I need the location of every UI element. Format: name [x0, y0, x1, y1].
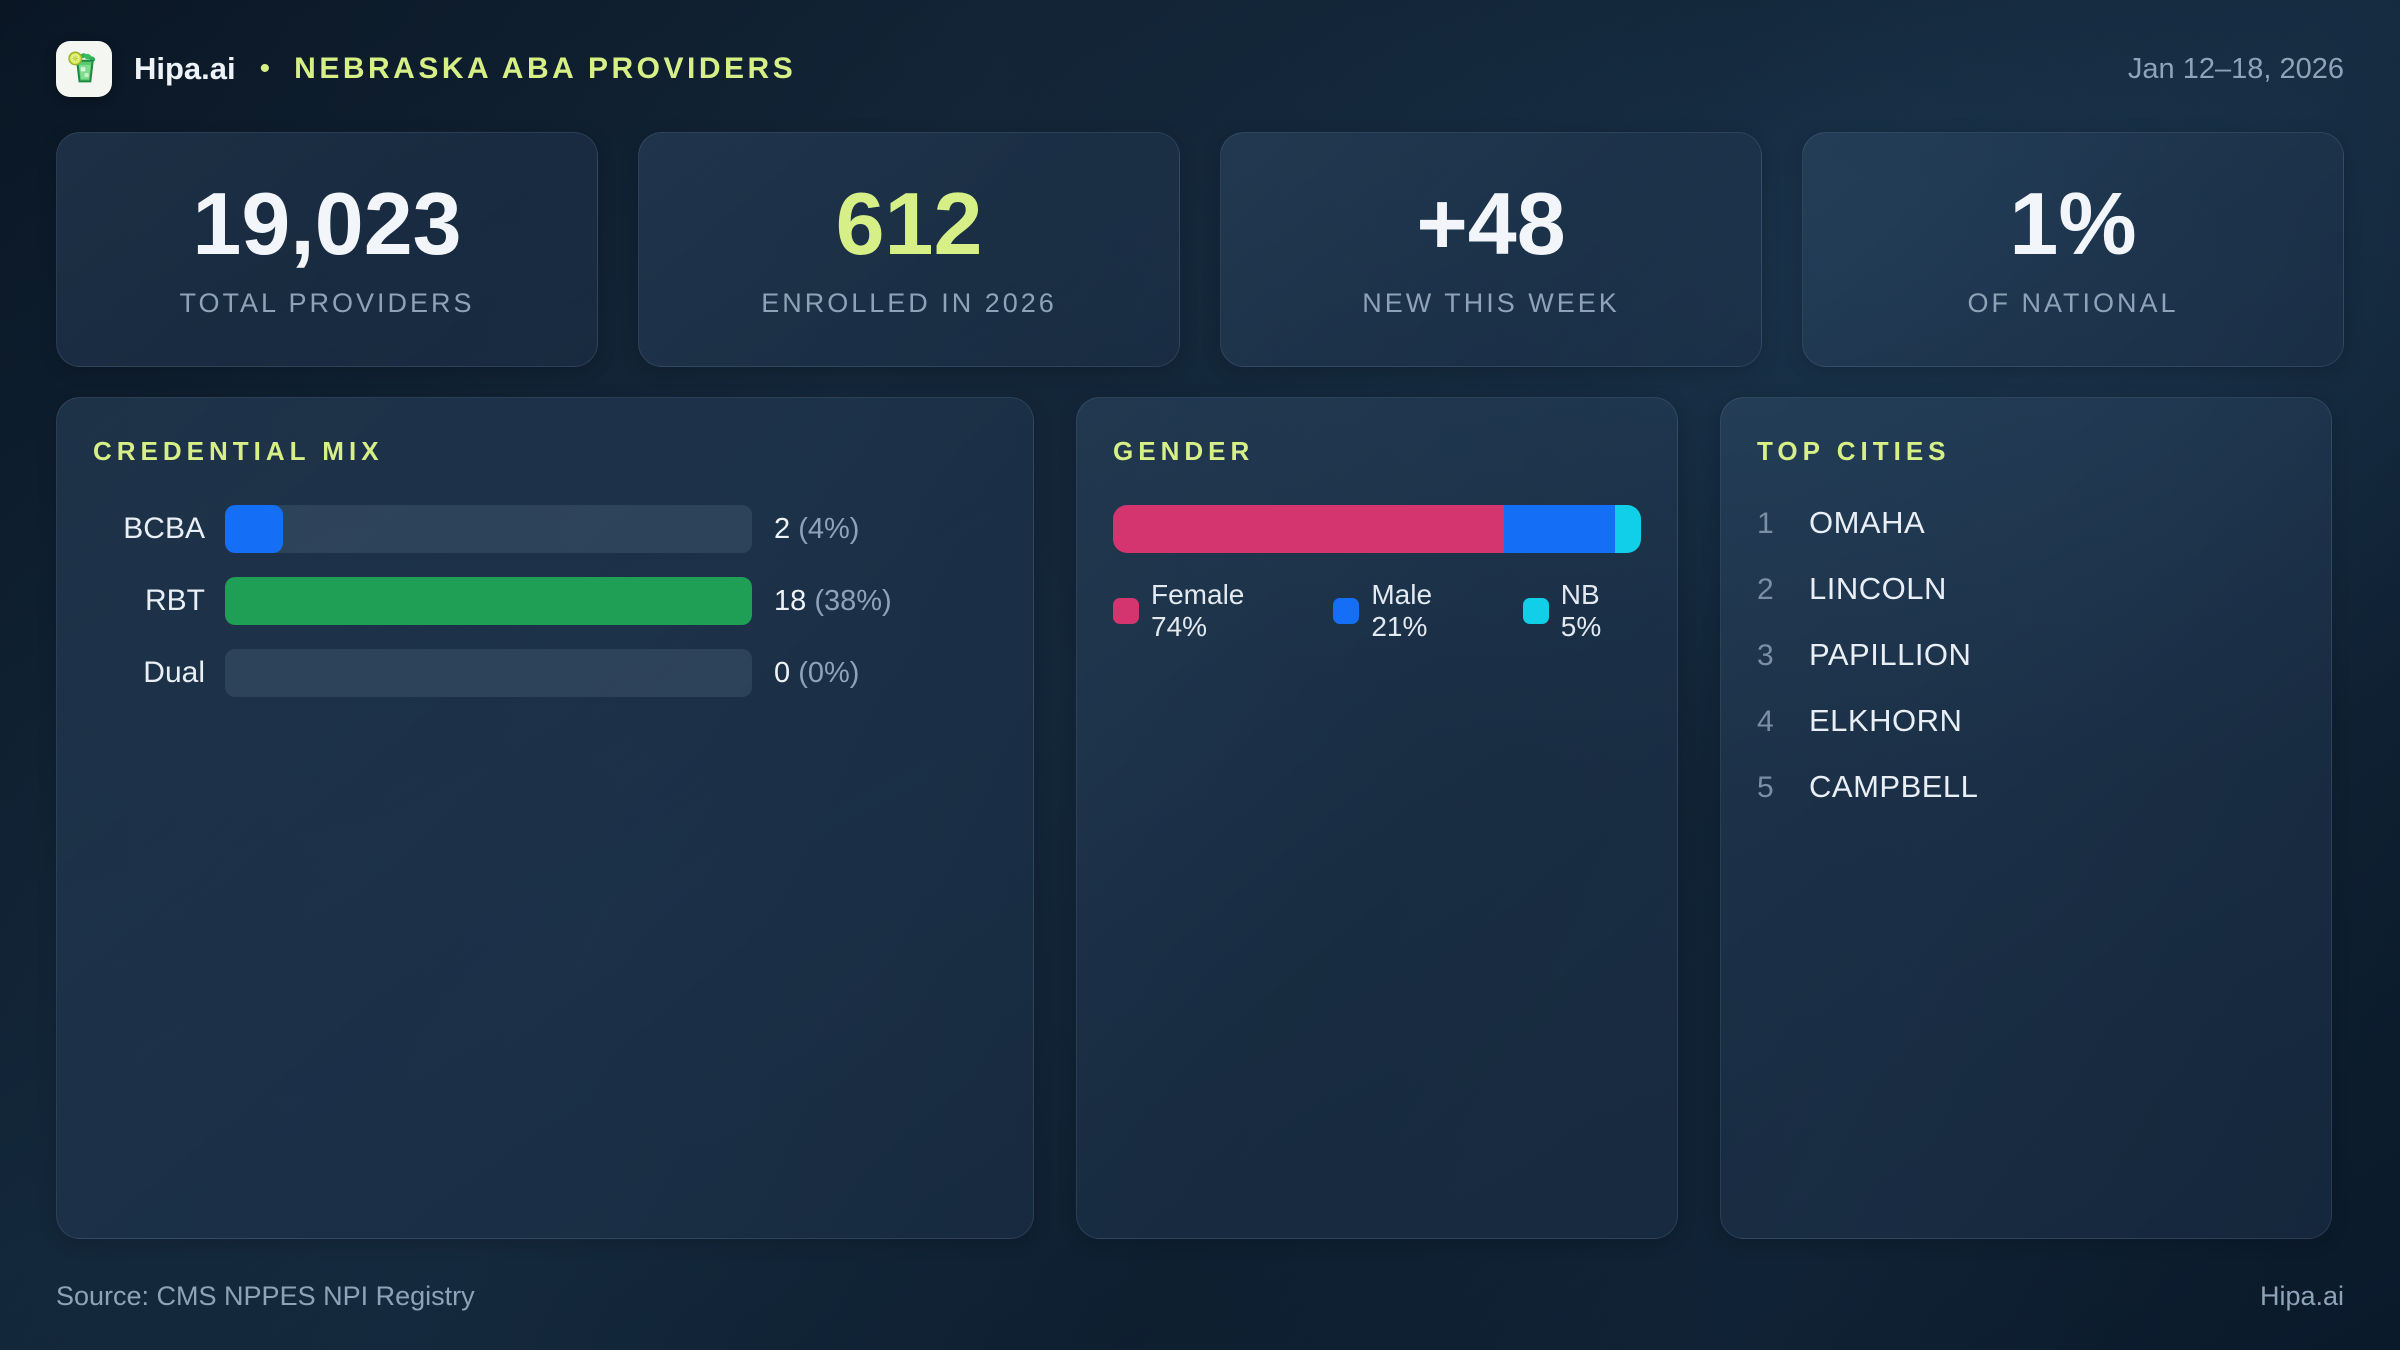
bar-fill — [225, 577, 752, 625]
city-name: LINCOLN — [1809, 571, 1947, 606]
legend-swatch — [1333, 598, 1360, 624]
bar-fill — [225, 505, 283, 553]
city-row: 3 PAPILLION — [1757, 637, 2295, 673]
credential-row-bcba: BCBA 2 (4%) — [93, 505, 997, 553]
legend-swatch — [1113, 598, 1139, 624]
bar-value: 18 (38%) — [774, 584, 892, 617]
footer-brand: Hipa.ai — [2259, 1281, 2344, 1311]
page-title: NEBRASKA ABA PROVIDERS — [294, 52, 797, 85]
stat-value: 19,023 — [192, 174, 462, 273]
stat-value: 1% — [2009, 174, 2137, 273]
city-name: CAMPBELL — [1809, 769, 1979, 804]
panel-title: CREDENTIAL MIX — [93, 436, 384, 466]
bar-track — [225, 505, 752, 553]
city-rank: 3 — [1757, 639, 1774, 672]
stat-card-total-providers: 19,023 TOTAL PROVIDERS — [56, 132, 598, 367]
bar-label: BCBA — [123, 512, 205, 545]
bar-label: Dual — [143, 656, 205, 689]
stat-label: TOTAL PROVIDERS — [179, 288, 475, 318]
stat-value: 612 — [835, 174, 983, 273]
city-rank: 4 — [1757, 705, 1774, 738]
bar-label: RBT — [145, 584, 205, 617]
gender-panel: GENDER Female 74% Male 21% NB 5% — [1076, 397, 1678, 1239]
header: Hipa.ai • NEBRASKA ABA PROVIDERS Jan 12–… — [56, 40, 2344, 98]
stat-value: +48 — [1416, 174, 1566, 273]
panels-row: CREDENTIAL MIX BCBA 2 (4%) RBT 18 (38%) … — [56, 397, 2344, 1239]
panel-title: TOP CITIES — [1757, 436, 1951, 466]
bar-track — [225, 577, 752, 625]
city-row: 1 OMAHA — [1757, 505, 2295, 541]
gender-segment-nb — [1614, 505, 1641, 553]
city-name: ELKHORN — [1809, 703, 1963, 738]
city-rank: 1 — [1757, 507, 1774, 540]
mojito-glass-icon — [68, 51, 96, 83]
legend-item-female: Female 74% — [1113, 579, 1297, 643]
gender-legend: Female 74% Male 21% NB 5% — [1113, 579, 1641, 643]
stat-card-enrolled: 612 ENROLLED IN 2026 — [638, 132, 1180, 367]
bar-value: 2 (4%) — [774, 512, 860, 545]
city-row: 2 LINCOLN — [1757, 571, 2295, 607]
footer: Source: CMS NPPES NPI Registry Hipa.ai — [56, 1281, 2344, 1326]
bar-track — [225, 649, 752, 697]
stat-label: OF NATIONAL — [1967, 288, 2179, 318]
stat-label: NEW THIS WEEK — [1362, 288, 1620, 318]
stat-label: ENROLLED IN 2026 — [761, 288, 1057, 318]
legend-label: NB 5% — [1560, 579, 1602, 642]
city-rank: 2 — [1757, 573, 1774, 606]
city-rank: 5 — [1757, 771, 1774, 804]
brand-name: Hipa.ai — [134, 51, 236, 86]
date-range: Jan 12–18, 2026 — [2127, 52, 2344, 85]
city-row: 4 ELKHORN — [1757, 703, 2295, 739]
stat-card-of-national: 1% OF NATIONAL — [1802, 132, 2344, 367]
credential-mix-panel: CREDENTIAL MIX BCBA 2 (4%) RBT 18 (38%) … — [56, 397, 1034, 1239]
city-name: OMAHA — [1809, 505, 1926, 540]
credential-row-rbt: RBT 18 (38%) — [93, 577, 997, 625]
legend-swatch — [1522, 598, 1549, 624]
kpi-row: 19,023 TOTAL PROVIDERS 612 ENROLLED IN 2… — [56, 132, 2344, 367]
gender-stacked-bar — [1113, 505, 1641, 553]
gender-segment-female — [1113, 505, 1504, 553]
city-row: 5 CAMPBELL — [1757, 769, 2295, 805]
credential-row-dual: Dual 0 (0%) — [93, 649, 997, 697]
city-name: PAPILLION — [1809, 637, 1972, 672]
source-attribution: Source: CMS NPPES NPI Registry — [56, 1281, 475, 1311]
panel-title: GENDER — [1113, 436, 1255, 466]
legend-label: Female 74% — [1151, 579, 1245, 642]
top-cities-panel: TOP CITIES 1 OMAHA 2 LINCOLN 3 PAPILLION… — [1720, 397, 2332, 1239]
stat-card-new-this-week: +48 NEW THIS WEEK — [1220, 132, 1762, 367]
brand-logo — [56, 41, 112, 97]
gender-segment-male — [1503, 505, 1615, 553]
legend-item-male: Male 21% — [1333, 579, 1486, 643]
separator-dot: • — [259, 52, 271, 85]
legend-item-nb: NB 5% — [1522, 579, 1641, 643]
legend-label: Male 21% — [1371, 579, 1433, 642]
bar-value: 0 (0%) — [774, 656, 860, 689]
